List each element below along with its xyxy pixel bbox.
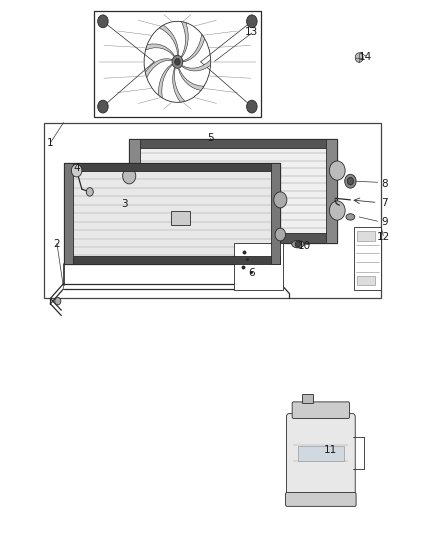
Circle shape [275, 228, 286, 241]
Polygon shape [271, 163, 280, 264]
Bar [234, 243, 283, 290]
Circle shape [247, 100, 257, 113]
Polygon shape [184, 34, 205, 62]
Bar [298, 446, 344, 461]
Ellipse shape [346, 214, 355, 220]
Circle shape [355, 53, 363, 62]
Polygon shape [64, 256, 280, 264]
Bar [171, 211, 190, 225]
Text: 8: 8 [381, 179, 388, 189]
Circle shape [144, 21, 211, 102]
Text: 14: 14 [359, 52, 372, 62]
Polygon shape [129, 139, 337, 243]
Circle shape [175, 59, 180, 65]
Polygon shape [129, 139, 140, 243]
Circle shape [55, 297, 61, 305]
Bar [357, 276, 375, 285]
Text: 7: 7 [381, 198, 388, 208]
FancyBboxPatch shape [286, 492, 356, 506]
Circle shape [71, 164, 82, 177]
Text: 3: 3 [121, 199, 128, 208]
Text: 13: 13 [245, 27, 258, 37]
Polygon shape [129, 233, 337, 243]
Text: 5: 5 [207, 133, 214, 142]
Circle shape [86, 188, 93, 196]
Polygon shape [326, 139, 337, 243]
FancyBboxPatch shape [286, 414, 355, 500]
Polygon shape [145, 59, 172, 78]
Polygon shape [64, 163, 280, 264]
Polygon shape [178, 69, 204, 91]
Polygon shape [158, 64, 172, 98]
Text: 12: 12 [377, 232, 390, 242]
Bar [44, 123, 381, 298]
Polygon shape [182, 60, 211, 71]
Circle shape [347, 177, 353, 185]
Circle shape [123, 168, 136, 184]
Text: 9: 9 [381, 217, 388, 227]
Text: 10: 10 [298, 241, 311, 251]
Circle shape [98, 100, 108, 113]
Circle shape [247, 15, 257, 28]
Polygon shape [145, 44, 174, 56]
Polygon shape [129, 139, 337, 148]
Bar [357, 231, 375, 241]
Polygon shape [159, 25, 178, 55]
Circle shape [98, 15, 108, 28]
Circle shape [274, 192, 287, 208]
Text: 4: 4 [73, 163, 80, 173]
Polygon shape [173, 68, 185, 102]
Bar [354, 227, 381, 290]
Text: 6: 6 [248, 268, 255, 278]
Polygon shape [64, 163, 280, 171]
Text: 2: 2 [53, 239, 60, 248]
Circle shape [172, 55, 183, 68]
Text: 11: 11 [324, 446, 337, 455]
Polygon shape [181, 22, 188, 57]
Polygon shape [64, 163, 73, 264]
Circle shape [329, 201, 345, 220]
Circle shape [329, 161, 345, 180]
Ellipse shape [292, 240, 304, 248]
Bar [302, 394, 313, 403]
Circle shape [295, 241, 300, 247]
Circle shape [345, 174, 356, 188]
Bar [94, 11, 261, 117]
FancyBboxPatch shape [292, 402, 350, 418]
Text: 1: 1 [47, 138, 54, 148]
